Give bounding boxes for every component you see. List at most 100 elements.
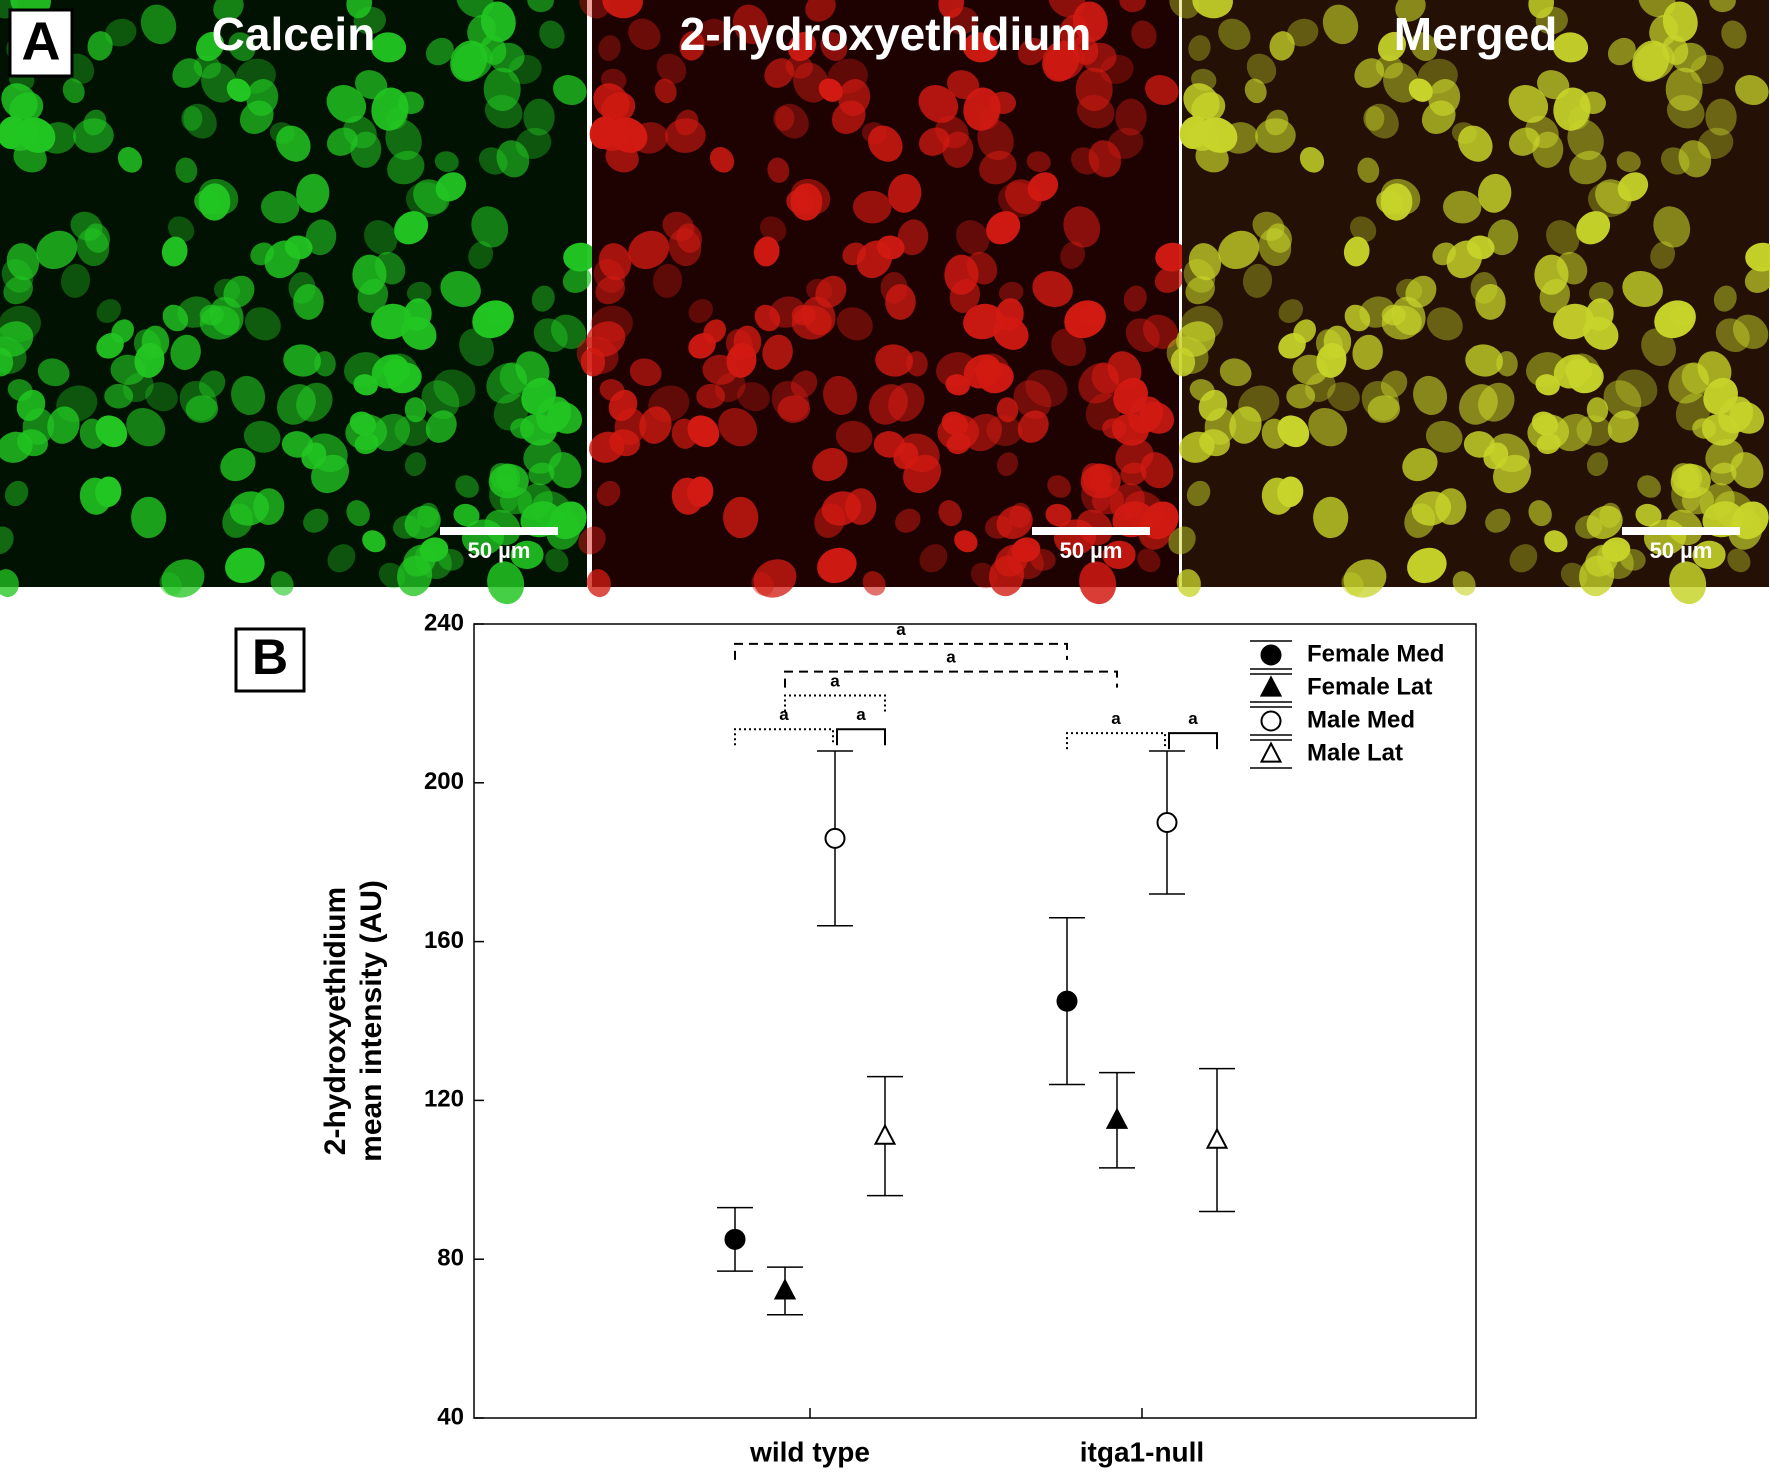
panel-label-box [234, 627, 306, 693]
cell [1060, 241, 1086, 269]
legend-label: Male Med [1307, 706, 1415, 733]
cell [1407, 547, 1447, 584]
cell [631, 122, 669, 154]
cell [1079, 561, 1117, 605]
cell [602, 0, 643, 19]
cell [162, 304, 189, 332]
cell [181, 106, 203, 131]
cell [0, 321, 34, 357]
significance-label: a [830, 671, 840, 690]
cell [1088, 140, 1122, 178]
cell [531, 285, 555, 312]
cell [1142, 314, 1179, 350]
data-point [1056, 990, 1078, 1012]
cell [159, 572, 182, 596]
cell [919, 544, 948, 573]
cell [346, 0, 372, 19]
cell [1115, 98, 1147, 136]
cell [996, 505, 1033, 539]
cell [1586, 452, 1609, 477]
cell [326, 127, 358, 156]
cell [296, 382, 333, 422]
cell [1425, 420, 1463, 453]
x-tick-label: itga1-null [1080, 1436, 1204, 1467]
cell [239, 100, 274, 134]
cell [1576, 211, 1611, 245]
cell [1587, 182, 1629, 218]
cell [1286, 18, 1319, 47]
cell [595, 276, 625, 305]
cell [260, 190, 300, 224]
cell [9, 92, 44, 124]
cell [213, 0, 244, 22]
cell [1107, 351, 1142, 389]
cell [386, 106, 408, 130]
cell [1286, 383, 1316, 409]
cell [117, 146, 143, 173]
data-point [1205, 1127, 1229, 1149]
cell [599, 379, 625, 402]
cell [590, 305, 633, 342]
cell [357, 278, 389, 313]
cell [1601, 537, 1631, 563]
cell [264, 240, 301, 279]
cell [945, 374, 970, 396]
cell [737, 382, 770, 412]
cell [244, 307, 281, 341]
cell [709, 146, 735, 173]
cell [283, 344, 321, 377]
cell [764, 58, 795, 88]
cell [350, 131, 382, 168]
cell [489, 42, 525, 73]
micrograph: 2-hydroxyethidium 50 µm [576, 0, 1189, 605]
data-point [724, 1228, 746, 1250]
cell [773, 106, 795, 131]
cell [175, 157, 198, 183]
cell [751, 572, 774, 596]
cell [326, 85, 367, 123]
cell [1699, 483, 1735, 521]
cell [1697, 351, 1732, 389]
cell [1638, 0, 1676, 18]
cell [733, 325, 762, 359]
cell [440, 270, 481, 308]
significance-label: a [946, 648, 956, 667]
cell [131, 496, 167, 539]
image-title: 2-hydroxyethidium [680, 8, 1092, 60]
cell [1246, 53, 1277, 84]
cell [1188, 243, 1222, 281]
cell [1669, 561, 1707, 605]
cell [510, 418, 535, 439]
cell [938, 0, 964, 19]
significance-label: a [896, 620, 906, 639]
cell [1509, 544, 1538, 573]
legend-label: Female Lat [1307, 673, 1432, 700]
cell [688, 299, 713, 324]
cell [195, 31, 225, 62]
cell [17, 429, 49, 457]
cell [1352, 334, 1383, 370]
cell [687, 476, 714, 508]
cell [303, 508, 329, 533]
cell [183, 103, 217, 139]
panel-label: B [252, 629, 288, 685]
significance-label: a [856, 705, 866, 724]
cell [956, 220, 990, 255]
cell [1192, 0, 1233, 19]
cell [364, 220, 398, 255]
cell [228, 32, 256, 62]
cell [1396, 278, 1423, 302]
cell [199, 305, 240, 340]
cell [1269, 31, 1295, 61]
cell [918, 127, 950, 156]
cell [1446, 240, 1483, 279]
cell [1154, 266, 1184, 293]
cell [1692, 418, 1717, 439]
cell [96, 332, 124, 359]
cell [62, 78, 85, 104]
cell [754, 304, 781, 332]
cell [87, 31, 113, 61]
cell [39, 122, 77, 154]
